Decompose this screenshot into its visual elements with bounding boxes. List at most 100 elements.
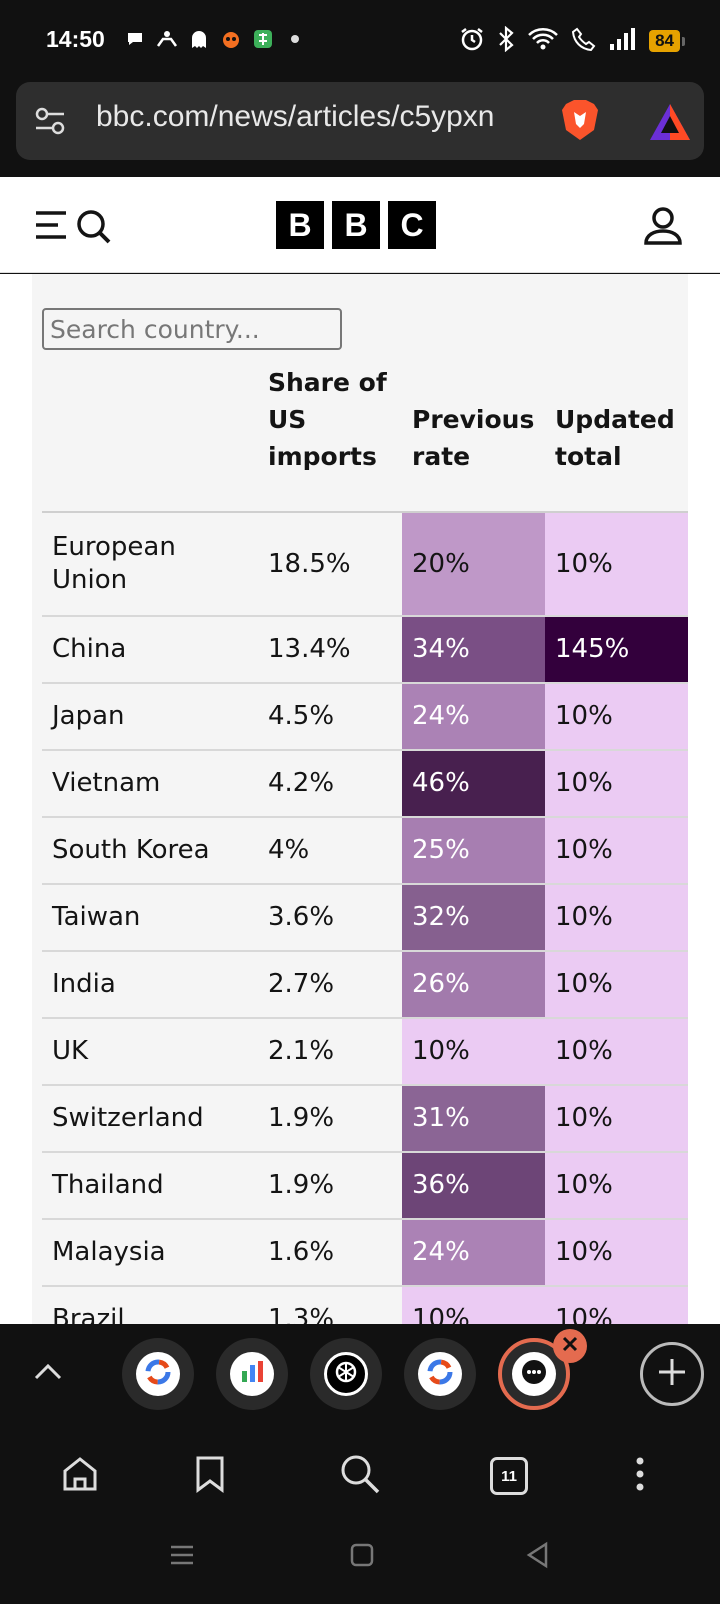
bbc-logo-letter: B [276,201,324,249]
updated-total-cell: 10% [545,1152,688,1220]
back-nav-icon[interactable] [524,1540,552,1574]
menu-search-icon[interactable] [34,205,114,249]
site-header: B B C [0,177,720,273]
header-previous-rate[interactable]: Previous rate [402,364,545,513]
home-button[interactable] [56,1452,104,1500]
wifi-icon [527,27,559,55]
previous-rate-cell: 24% [402,1219,545,1287]
share-cell: 2.1% [258,1018,402,1086]
tab-thumbnail[interactable] [216,1338,288,1410]
table-row: Japan 4.5% 24% 10% [42,683,688,751]
tab-switcher-button[interactable]: 11 [485,1452,533,1500]
recent-apps-icon[interactable] [168,1540,196,1574]
chat-icon [124,28,146,50]
previous-rate-cell: 32% [402,884,545,952]
tab-count: 11 [490,1457,528,1495]
brave-rewards-icon[interactable] [648,102,692,146]
share-cell: 1.9% [258,1085,402,1153]
share-cell: 18.5% [258,512,402,617]
table-body: European Union 18.5% 20% 10% China 13.4% 34% 14… [42,512,688,1324]
status-time: 14:50 [46,26,105,52]
share-cell: 4% [258,817,402,885]
previous-rate-cell: 24% [402,683,545,751]
system-status-icons: 84 [459,25,685,56]
table-row: Vietnam 4.2% 46% 10% [42,750,688,818]
updated-total-cell: 10% [545,1018,688,1086]
country-cell: UK [42,1018,258,1086]
share-cell: 1.3% [258,1286,402,1324]
previous-rate-cell: 36% [402,1152,545,1220]
updated-total-cell: 10% [545,951,688,1019]
table-row: India 2.7% 26% 10% [42,951,688,1019]
address-bar[interactable]: bbc.com/news/articles/c5ypxn [16,82,704,160]
country-cell: Taiwan [42,884,258,952]
chatgpt-tab-icon [333,1359,359,1389]
tariff-table-panel: Share of US imports Previous rate Update… [32,274,688,1324]
updated-total-cell: 10% [545,750,688,818]
tariff-table: Share of US imports Previous rate Update… [42,364,688,1324]
share-cell: 13.4% [258,616,402,684]
close-tab-button[interactable] [553,1329,587,1363]
country-cell: Malaysia [42,1219,258,1287]
share-cell: 4.5% [258,683,402,751]
table-row: European Union 18.5% 20% 10% [42,512,688,617]
header-country[interactable] [42,364,258,513]
bbc-logo-letter: C [388,201,436,249]
table-row: Malaysia 1.6% 24% 10% [42,1219,688,1287]
chevron-up-icon[interactable] [34,1362,62,1384]
tab-thumbnail[interactable] [404,1338,476,1410]
updated-total-cell: 10% [545,884,688,952]
table-row: Switzerland 1.9% 31% 10% [42,1085,688,1153]
table-row: South Korea 4% 25% 10% [42,817,688,885]
tab-thumbnail[interactable] [310,1338,382,1410]
share-cell: 1.6% [258,1219,402,1287]
header-updated-total[interactable]: Updated total [545,364,688,513]
close-icon [562,1336,578,1356]
country-cell: Brazil [42,1286,258,1324]
account-icon[interactable] [642,205,684,251]
signal-icon [609,27,637,55]
site-settings-icon[interactable] [34,106,66,140]
app-icon [252,28,274,50]
share-cell: 2.7% [258,951,402,1019]
previous-rate-cell: 10% [402,1018,545,1086]
tab-thumbnail[interactable] [122,1338,194,1410]
share-cell: 3.6% [258,884,402,952]
previous-rate-cell: 31% [402,1085,545,1153]
country-cell: South Korea [42,817,258,885]
dot-icon [284,28,306,50]
table-row: China 13.4% 34% 145% [42,616,688,684]
bookmark-button[interactable] [186,1452,234,1500]
notification-icons [124,28,306,50]
bookmark-icon [195,1455,225,1497]
share-cell: 1.9% [258,1152,402,1220]
updated-total-cell: 10% [545,512,688,617]
search-button[interactable] [336,1452,384,1500]
search-country-input[interactable] [42,308,342,350]
country-cell: China [42,616,258,684]
share-cell: 4.2% [258,750,402,818]
search-icon [339,1453,381,1499]
tab-strip [0,1324,720,1430]
battery-indicator: 84 [649,30,685,52]
brave-shields-icon[interactable] [560,98,600,146]
system-navigation-bar [0,1530,720,1604]
more-menu-button[interactable] [616,1452,664,1500]
table-row: Brazil 1.3% 10% 10% [42,1286,688,1324]
table-header-row: Share of US imports Previous rate Update… [42,364,688,513]
new-tab-button[interactable] [640,1342,704,1406]
url-text[interactable]: bbc.com/news/articles/c5ypxn [96,100,495,133]
country-cell: Switzerland [42,1085,258,1153]
article-content[interactable]: Share of US imports Previous rate Update… [0,274,720,1324]
country-cell: India [42,951,258,1019]
more-dots-icon [521,1359,547,1389]
updated-total-cell: 10% [545,1286,688,1324]
header-share-of-us-imports[interactable]: Share of US imports [258,364,402,513]
app-icon [220,28,242,50]
bbc-logo-letter: B [332,201,380,249]
table-row: UK 2.1% 10% 10% [42,1018,688,1086]
home-nav-icon[interactable] [348,1540,376,1574]
previous-rate-cell: 10% [402,1286,545,1324]
browser-toolbar: 11 [0,1430,720,1530]
bbc-logo[interactable]: B B C [276,201,436,249]
